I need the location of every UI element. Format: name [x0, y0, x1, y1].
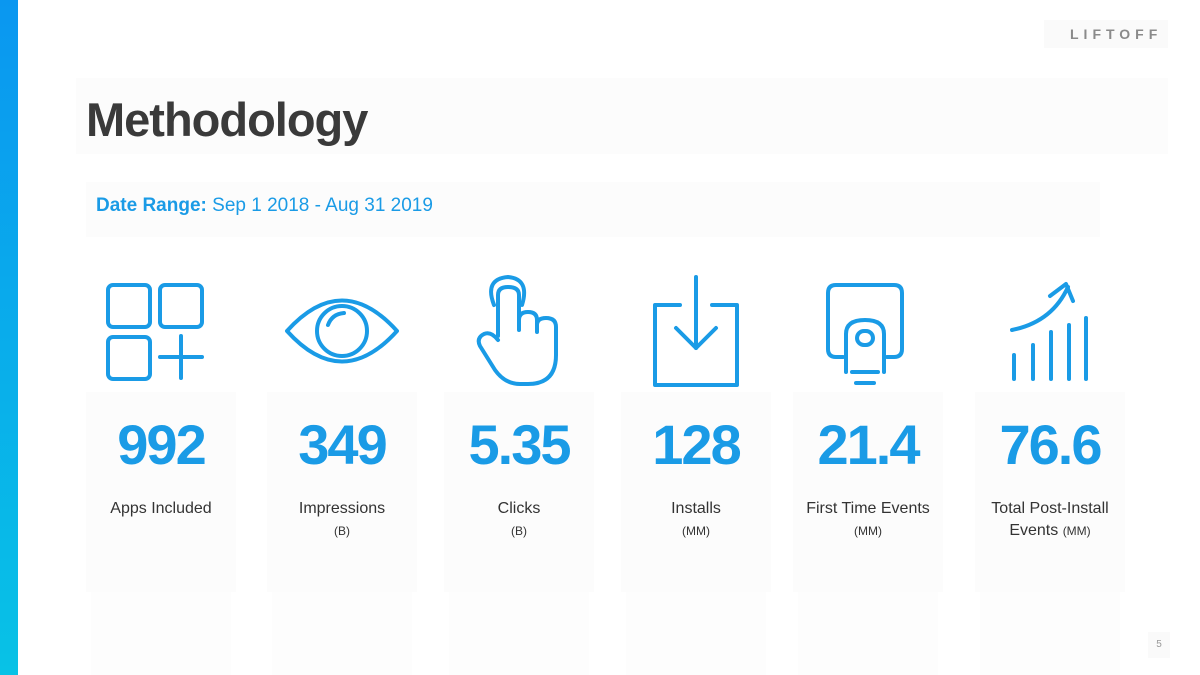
title-box [76, 78, 1168, 154]
column-shadow [272, 592, 412, 675]
growth-icon [1010, 282, 1088, 381]
accent-bar [0, 0, 18, 675]
stat-label: Total Post-Install Events (MM) [975, 498, 1125, 542]
stat-label-text: First Time Events [806, 500, 930, 517]
stat-value: 5.35 [468, 413, 572, 476]
stat-card: 128 Installs (MM) [621, 392, 771, 592]
stat-label: Apps Included [76, 498, 246, 520]
stat-unit: (MM) [1062, 524, 1091, 538]
stat-value: 128 [652, 413, 741, 476]
column-shadow [449, 592, 589, 675]
stat-card: 349 Impressions (B) [267, 392, 417, 592]
logo: LIFTOFF [1044, 20, 1168, 48]
stat-unit: (B) [511, 524, 527, 538]
stat-card: 5.35 Clicks (B) [444, 392, 594, 592]
stat-label-text: Apps Included [110, 500, 212, 517]
stat-unit: (MM) [682, 524, 710, 538]
date-label: Date Range: [96, 195, 207, 216]
hand-icon [476, 275, 558, 386]
stat-label-text: Total Post-Install Events [991, 500, 1109, 539]
stat-label: Clicks (B) [434, 498, 604, 542]
logo-text: LIFTOFF [1070, 26, 1163, 42]
title: Methodology [86, 93, 368, 146]
date-box [86, 182, 1100, 237]
column-shadow [798, 592, 938, 675]
stat-card: 21.4 First Time Events (MM) [793, 392, 943, 592]
stat-label-text: Installs [671, 500, 721, 517]
stat-value: 21.4 [817, 413, 921, 476]
stat-unit: (B) [334, 524, 350, 538]
apps-icon [106, 283, 204, 381]
column-shadow [980, 592, 1120, 675]
stat-label-text: Clicks [497, 500, 541, 517]
stat-label: First Time Events (MM) [783, 498, 953, 542]
stat-label: Installs (MM) [611, 498, 781, 542]
date-value: Sep 1 2018 - Aug 31 2019 [212, 195, 433, 216]
column-shadow [626, 592, 766, 675]
column-shadow [91, 592, 231, 675]
stat-value: 349 [298, 413, 387, 476]
stat-card: 992 Apps Included [86, 392, 236, 592]
page-number: 5 [1148, 632, 1170, 658]
stat-label: Impressions (B) [257, 498, 427, 542]
stat-card: 76.6 Total Post-Install Events (MM) [975, 392, 1125, 592]
eye-icon [285, 298, 399, 364]
stat-value: 76.6 [999, 413, 1103, 476]
stat-unit: (MM) [854, 524, 882, 538]
install-icon [653, 275, 739, 387]
stat-label-text: Impressions [298, 500, 386, 517]
date-range: Date Range: Sep 1 2018 - Aug 31 2019 [96, 195, 433, 217]
touch-icon [826, 283, 904, 385]
stat-value: 992 [117, 413, 206, 476]
